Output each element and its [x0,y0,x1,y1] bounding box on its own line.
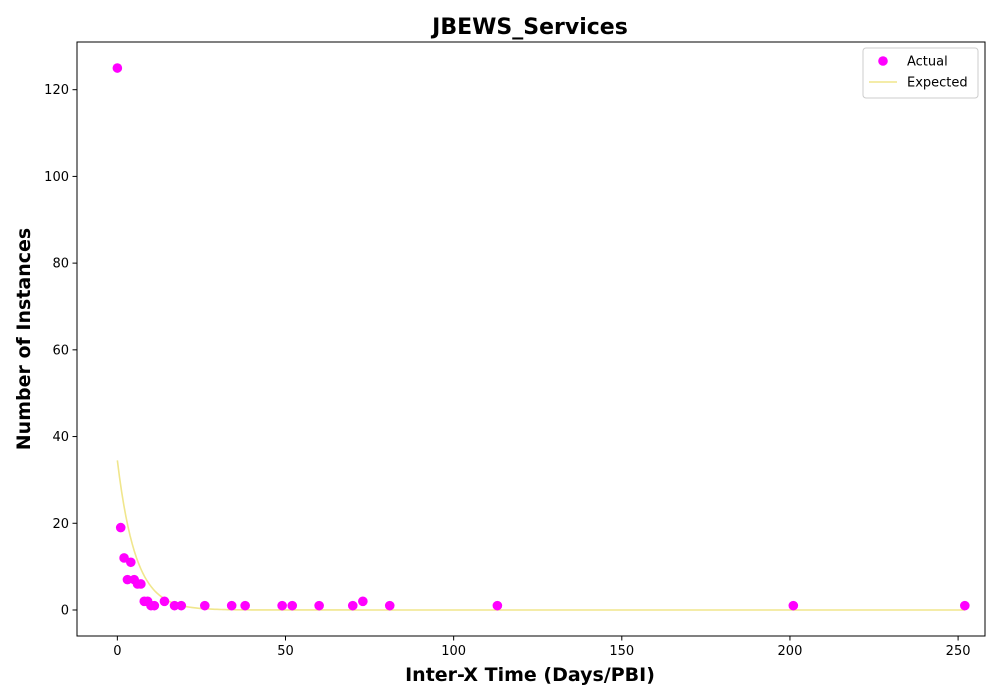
x-tick-label: 150 [609,644,634,659]
x-tick-label: 250 [946,644,971,659]
actual-point [149,600,160,611]
y-axis: 0 20 40 60 80 100 120 [44,83,77,618]
actual-point [122,574,133,585]
legend-label: Actual [907,55,948,70]
actual-point [115,522,126,533]
x-tick-label: 0 [113,644,121,659]
legend-box [862,47,979,99]
plot-area [76,41,986,637]
actual-point [960,600,970,611]
actual-point [112,63,123,73]
actual-point [126,557,136,568]
actual-point [199,600,210,611]
actual-point [788,600,799,611]
y-tick-label: 60 [52,343,69,358]
x-tick-label: 50 [277,644,294,659]
plot-border [76,41,986,637]
actual-point [347,600,358,611]
actual-point [492,600,503,611]
y-tick-label: 0 [61,603,69,618]
y-tick-label: 120 [44,83,69,98]
actual-point [277,600,287,611]
y-tick-label: 40 [52,430,69,445]
actual-point [176,600,187,611]
chart-title: JBEWS_Services [430,15,628,40]
actual-point [358,596,368,607]
actual-point [240,600,250,611]
legend-marker-actual [878,56,888,66]
y-tick-label: 20 [52,517,69,532]
actual-point [287,600,298,611]
x-tick-label: 200 [778,644,803,659]
x-tick-label: 100 [441,644,466,659]
y-tick-label: 100 [44,170,69,185]
y-tick-label: 80 [52,257,69,272]
y-axis-label: Number of Instances [13,228,35,450]
x-axis-label: Inter-X Time (Days/PBI) [405,664,655,686]
expected-curve-layer [116,460,965,611]
legend: Actual Expected [862,47,979,99]
actual-point [226,600,237,611]
actual-point [159,596,170,607]
legend-label: Expected [907,76,968,91]
actual-points-layer [112,63,970,611]
actual-point [384,600,395,611]
actual-point [169,600,180,611]
expected-curve [116,460,965,611]
actual-point [314,600,324,611]
x-axis: 0 50 100 150 200 250 [113,636,971,659]
actual-point [136,579,146,589]
